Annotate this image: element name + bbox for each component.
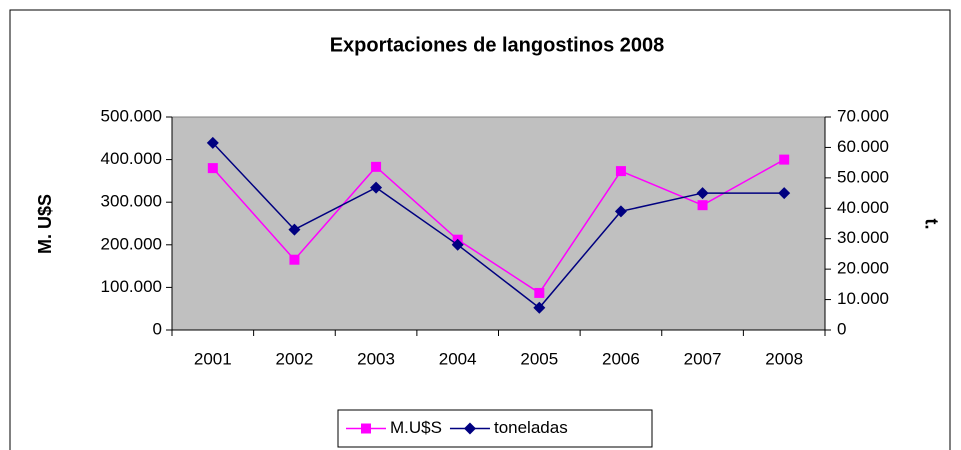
data-point (779, 154, 790, 165)
y-tick-label: 300.000 (101, 192, 162, 211)
data-point (289, 254, 300, 265)
data-point (370, 181, 383, 194)
y2-tick-label: 30.000 (837, 228, 889, 247)
y2-axis-title: t. (921, 219, 941, 230)
data-point (534, 287, 545, 298)
data-point (778, 187, 791, 200)
x-tick-label: 2007 (684, 349, 722, 368)
y2-tick-label: 50.000 (837, 167, 889, 186)
y-tick-label: 0 (153, 319, 162, 338)
data-point (206, 136, 219, 149)
y2-tick-label: 70.000 (837, 106, 889, 125)
x-tick-label: 2003 (357, 349, 395, 368)
y2-tick-label: 40.000 (837, 198, 889, 217)
legend-label: M.U$S (390, 418, 442, 437)
data-point (371, 161, 382, 172)
data-point (451, 238, 464, 251)
legend-marker (463, 422, 476, 435)
data-point (615, 166, 626, 177)
legend (337, 409, 653, 448)
y-tick-label: 100.000 (101, 277, 162, 296)
data-point (207, 163, 218, 174)
series-line (212, 142, 785, 309)
y2-tick-label: 10.000 (837, 289, 889, 308)
chart-title: Exportaciones de langostinos 2008 (330, 34, 665, 56)
x-tick-label: 2002 (276, 349, 314, 368)
data-point (533, 301, 546, 314)
data-point (697, 200, 708, 211)
x-tick-label: 2001 (194, 349, 232, 368)
legend-label: toneladas (494, 418, 568, 437)
y2-tick-label: 60.000 (837, 137, 889, 156)
y2-tick-label: 20.000 (837, 259, 889, 278)
x-tick-label: 2006 (602, 349, 640, 368)
y2-tick-label: 0 (837, 319, 846, 338)
plot-area (171, 116, 826, 331)
data-point (614, 205, 627, 218)
y-axis-title: M. U$S (35, 194, 55, 254)
data-point (288, 223, 301, 236)
series-line (212, 158, 785, 294)
legend-marker (361, 423, 371, 434)
y-tick-label: 200.000 (101, 234, 162, 253)
data-point (696, 187, 709, 200)
x-tick-label: 2008 (765, 349, 803, 368)
y-tick-label: 400.000 (101, 149, 162, 168)
x-tick-label: 2004 (439, 349, 477, 368)
x-tick-label: 2005 (520, 349, 558, 368)
y-tick-label: 500.000 (101, 106, 162, 125)
